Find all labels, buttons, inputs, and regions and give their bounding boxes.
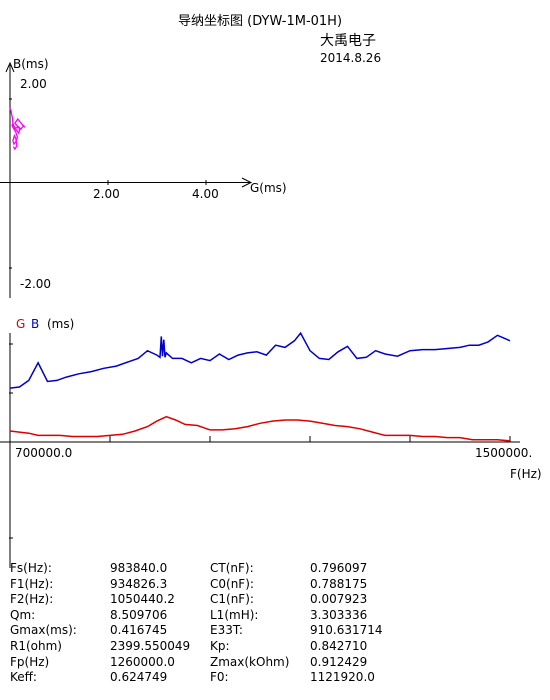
admittance-curve: [9, 107, 26, 151]
param-label: C1(nF):: [210, 592, 254, 607]
y-axis-arrow-icon: [5, 61, 15, 73]
x-tick-label-2: 2.00: [93, 187, 120, 201]
parameter-table: Fs(Hz): 983840.0 CT(nF): 0.796097 F1(Hz): 93…: [10, 561, 430, 686]
param-value: 910.631714: [310, 623, 383, 638]
report-date: 2014.8.26: [320, 51, 382, 65]
param-value: 0.007923: [310, 592, 368, 607]
y-tick-label-neg: -2.00: [20, 277, 51, 291]
parameter-row: F2(Hz): 1050440.2 C1(nF): 0.007923: [10, 592, 430, 608]
parameter-row: Qm: 8.509706 L1(mH): 3.303336: [10, 608, 430, 624]
param-label: E33T:: [210, 623, 243, 638]
param-label: Gmax(ms):: [10, 623, 77, 638]
param-value: 0.416745: [110, 623, 168, 638]
parameter-row: Fs(Hz): 983840.0 CT(nF): 0.796097: [10, 561, 430, 577]
legend-unit: (ms): [47, 317, 74, 331]
y-tick-label-pos: 2.00: [20, 77, 47, 91]
param-label: Keff:: [10, 670, 37, 685]
admittance-axes: [0, 61, 253, 298]
parameter-row: Keff: 0.624749 F0: 1121920.0: [10, 670, 430, 686]
param-value: 0.624749: [110, 670, 168, 685]
param-value: 8.509706: [110, 607, 168, 622]
param-value: 1121920.0: [310, 670, 375, 685]
param-label: CT(nF):: [210, 561, 254, 575]
param-label: R1(ohm): [10, 638, 62, 653]
param-label: Kp:: [210, 638, 230, 653]
freq-xlabel: F(Hz): [510, 467, 542, 481]
param-label: C0(nF):: [210, 576, 254, 591]
freq-xtick-max: 1500000.: [475, 446, 532, 460]
x-tick-label-4: 4.00: [192, 187, 219, 201]
admittance-xlabel: G(ms): [250, 181, 287, 195]
param-value: 1260000.0: [110, 654, 175, 669]
parameter-row: Gmax(ms): 0.416745 E33T: 910.631714: [10, 623, 430, 639]
legend-b: B: [31, 317, 39, 331]
g-series-line: [9, 415, 511, 442]
admittance-ylabel: B(ms): [13, 57, 49, 71]
frequency-axes: [0, 333, 520, 568]
company-name: 大禹电子: [320, 33, 376, 49]
param-value: 0.788175: [310, 576, 368, 591]
param-label: F0:: [210, 670, 229, 685]
freq-xtick-min: 700000.0: [15, 446, 72, 460]
param-label: Fp(Hz): [10, 654, 50, 669]
parameter-row: R1(ohm) 2399.550049 Kp: 0.842710: [10, 639, 430, 655]
legend-g: G: [16, 317, 25, 331]
param-value: 983840.0: [110, 561, 168, 575]
param-label: F1(Hz):: [10, 576, 54, 591]
param-value: 934826.3: [110, 576, 168, 591]
param-value: 3.303336: [310, 607, 368, 622]
param-value: 2399.550049: [110, 638, 191, 653]
param-label: Zmax(kOhm): [210, 654, 290, 669]
x-axis-arrow-icon: [241, 177, 253, 188]
param-label: L1(mH):: [210, 607, 259, 622]
param-label: Fs(Hz):: [10, 561, 52, 575]
parameter-row: F1(Hz): 934826.3 C0(nF): 0.788175: [10, 577, 430, 593]
param-label: Qm:: [10, 607, 36, 622]
param-value: 0.912429: [310, 654, 368, 669]
chart-title: 导纳坐标图 (DYW-1M-01H): [178, 14, 343, 29]
param-value: 1050440.2: [110, 592, 175, 607]
param-value: 0.842710: [310, 638, 368, 653]
param-label: F2(Hz):: [10, 592, 54, 607]
parameter-row: Fp(Hz) 1260000.0 Zmax(kOhm) 0.912429: [10, 655, 430, 671]
param-value: 0.796097: [310, 561, 368, 575]
b-series-line: [9, 331, 511, 389]
